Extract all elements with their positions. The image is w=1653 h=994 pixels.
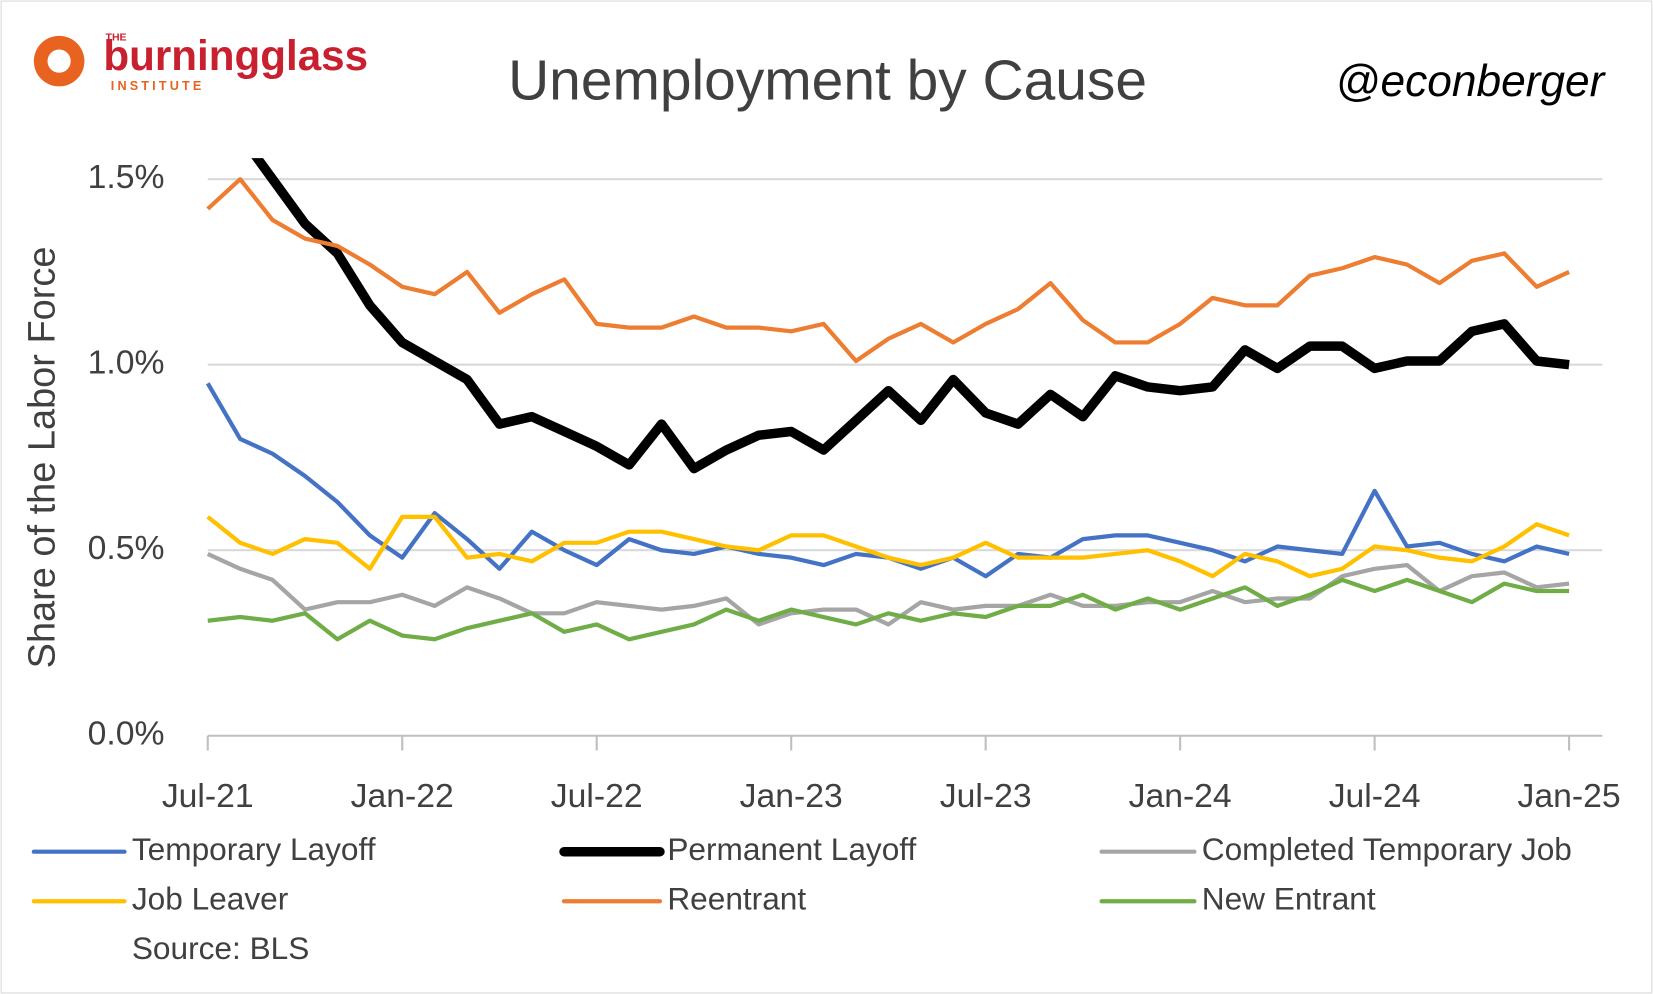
x-tick-label: Jul-24 — [1329, 777, 1421, 815]
x-tick-label: Jul-23 — [940, 777, 1032, 815]
chart-title: Unemployment by Cause — [508, 48, 1147, 112]
handle: @econberger — [1336, 57, 1607, 106]
legend-label: Completed Temporary Job — [1202, 831, 1572, 867]
logo-center — [47, 49, 71, 73]
logo-the: THE — [106, 32, 127, 44]
legend-label: New Entrant — [1202, 881, 1376, 917]
y-tick-label: 1.5% — [88, 158, 165, 196]
y-tick-label: 0.0% — [88, 715, 165, 753]
logo: THE burningglass INSTITUTE — [33, 32, 368, 93]
series-line — [206, 552, 1570, 627]
y-axis-label: Share of the Labor Force — [21, 247, 63, 669]
x-tick-label: Jan-25 — [1518, 777, 1621, 815]
series-line — [206, 514, 1570, 579]
plot-area: 0.0% 0.5% 1.0% 1.5% Jul-21 Jan-22 Jul-22 Jan-23… — [88, 158, 1621, 815]
legend-label: Job Leaver — [132, 881, 288, 917]
legend-label: Temporary Layoff — [132, 831, 376, 867]
legend-label: Reentrant — [667, 881, 806, 917]
x-tick-label: Jan-24 — [1129, 777, 1232, 815]
y-tick-label: 1.0% — [88, 344, 165, 382]
series-line — [207, 577, 1570, 642]
logo-name: burningglass — [103, 32, 368, 79]
series-line — [251, 158, 1570, 474]
x-tick-label: Jul-22 — [551, 777, 643, 815]
x-tick-label: Jan-22 — [351, 777, 454, 815]
legend-label: Permanent Layoff — [667, 831, 916, 867]
y-tick-label: 0.5% — [88, 529, 165, 567]
series-line — [206, 177, 1570, 364]
x-tick-label: Jul-21 — [162, 777, 254, 815]
x-tick-label: Jan-23 — [740, 777, 843, 815]
source-note: Source: BLS — [132, 930, 309, 966]
logo-institute: INSTITUTE — [111, 79, 205, 93]
